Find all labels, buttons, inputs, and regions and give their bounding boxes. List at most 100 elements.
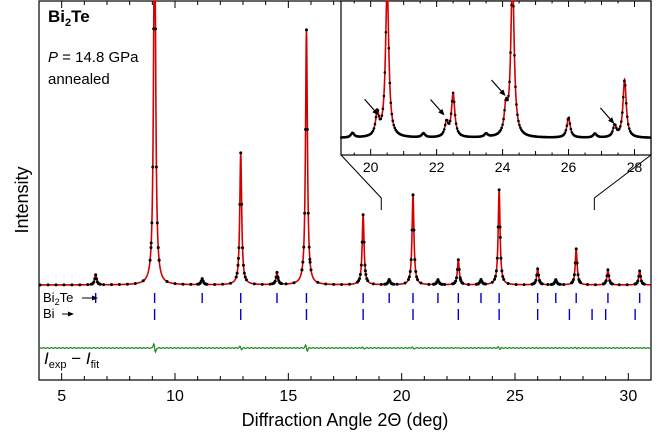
observed-point [403, 281, 407, 285]
shoulder-arrow [599, 107, 615, 124]
inset-observed-point [449, 112, 453, 115]
inset-observed-point [565, 124, 569, 127]
inset-observed-point [390, 112, 394, 116]
inset-observed-point [453, 113, 457, 117]
inset-observed-point [454, 122, 458, 125]
inset-observed-point [452, 100, 456, 104]
observed-point [149, 241, 153, 245]
difference-curve-layer [38, 342, 652, 354]
inset-observed-point [610, 132, 613, 135]
observed-point [601, 282, 605, 286]
inset-observed-point [568, 122, 572, 125]
observed-point [125, 282, 129, 286]
inset-observed-point [443, 123, 447, 127]
observed-point [236, 256, 240, 260]
inset-observed-point [516, 113, 519, 116]
observed-point [574, 247, 578, 251]
inset-observed-point [442, 128, 446, 131]
observed-point [641, 282, 645, 286]
inset-observed-point [569, 127, 573, 131]
observed-point [155, 221, 159, 225]
observed-point [379, 282, 383, 286]
observed-point [213, 283, 217, 286]
inset-frame [340, 0, 652, 156]
inset-observed-point [508, 80, 511, 84]
observed-point [586, 283, 590, 287]
inset-observed-point [374, 115, 378, 119]
observed-point [411, 193, 415, 197]
observed-point [457, 268, 461, 272]
inset-observed-point [515, 103, 518, 106]
inset-observed-point [448, 119, 452, 123]
inset-observed-point [567, 116, 571, 120]
observed-point [455, 276, 459, 280]
phase-label-bi2te: Bi2Te [43, 290, 73, 307]
inset-observed-point [384, 30, 388, 34]
inset-observed-point [447, 122, 451, 125]
observed-point [359, 263, 363, 267]
observed-point [117, 283, 121, 287]
observed-point [305, 127, 309, 131]
observed-point [54, 283, 58, 287]
observed-point [607, 274, 611, 278]
observed-point [490, 280, 494, 284]
inset-observed-point [622, 79, 626, 83]
shoulder-arrow [430, 99, 445, 116]
observed-point [273, 279, 277, 283]
observed-point [408, 270, 412, 274]
inset-observed-point [388, 81, 392, 85]
x-tick-label: 30 [619, 388, 637, 405]
inset-observed-point [389, 101, 393, 105]
observed-point [495, 256, 499, 260]
observed-point [578, 279, 582, 283]
observed-point [62, 283, 66, 287]
observed-point [625, 283, 629, 287]
y-axis-label: Intensity [12, 166, 32, 233]
observed-point [340, 282, 344, 286]
observed-point [499, 256, 503, 260]
observed-point [300, 268, 304, 272]
observed-point [540, 282, 544, 286]
observed-point [306, 211, 310, 215]
inset-observed-point [380, 114, 384, 117]
observed-point [280, 282, 284, 286]
inset-observed-point [382, 94, 386, 98]
observed-point [537, 273, 541, 277]
inset-observed-point [379, 117, 383, 121]
observed-point [576, 273, 580, 277]
observed-point [494, 269, 498, 273]
inset-observed-point [505, 96, 508, 100]
inset-observed-point [519, 126, 522, 130]
observed-point [362, 240, 366, 244]
observed-point [575, 261, 579, 265]
x-tick-label: 20 [393, 388, 411, 405]
observed-point [276, 276, 280, 280]
observed-point [407, 275, 411, 279]
observed-point [609, 281, 613, 285]
x-tick-label: 15 [279, 388, 297, 405]
inset-observed-point [517, 119, 520, 123]
inset-observed-point [501, 123, 504, 126]
observed-point [148, 258, 152, 262]
observed-point [413, 258, 417, 262]
inset-observed-point [445, 118, 449, 122]
observed-point [86, 283, 90, 287]
observed-point [301, 260, 305, 264]
inset-observed-point [564, 129, 568, 132]
observed-point [536, 267, 540, 271]
inset-observed-point [623, 83, 627, 87]
observed-point [506, 281, 510, 285]
observed-point [500, 269, 504, 273]
observed-point [141, 279, 145, 283]
observed-point [459, 278, 463, 282]
observed-point [348, 282, 352, 286]
observed-point [593, 283, 597, 287]
inset-observed-point [512, 4, 515, 8]
inset-observed-points-layer [340, 3, 652, 139]
zoom-connector-left [340, 154, 382, 210]
observed-point [205, 282, 209, 286]
observed-point [242, 271, 246, 275]
inset-observed-point [627, 127, 631, 130]
observed-point [419, 281, 423, 285]
observed-point [604, 279, 608, 283]
